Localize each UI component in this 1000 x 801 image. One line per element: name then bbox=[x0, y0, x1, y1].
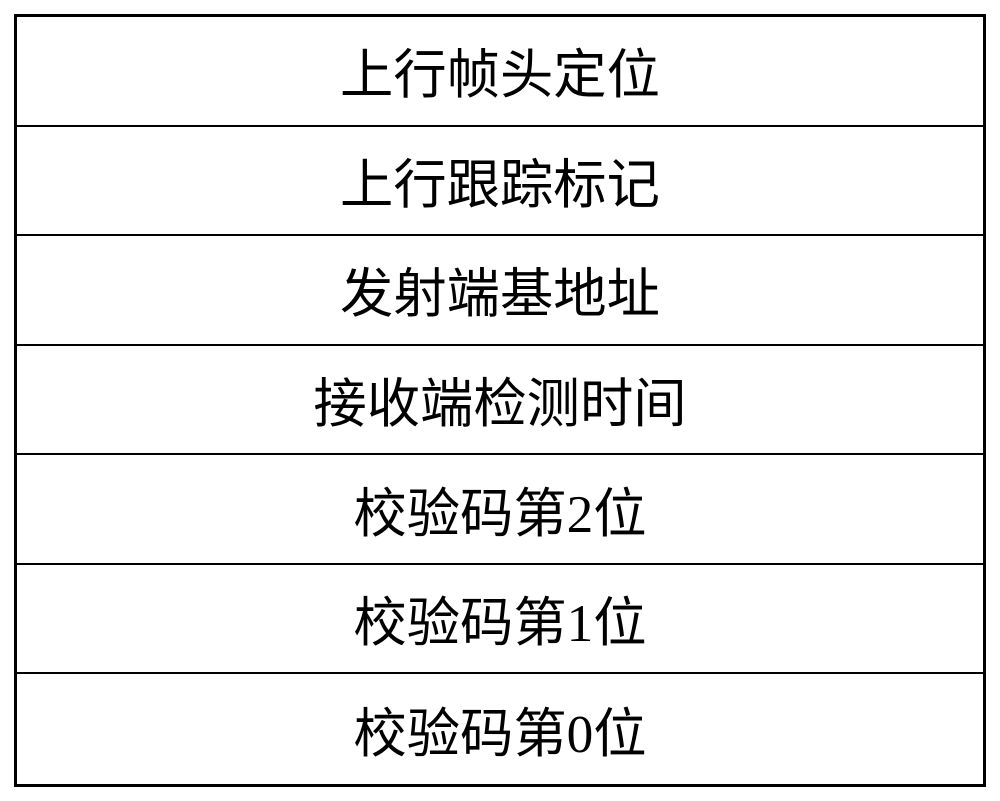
table-row: 校验码第1位 bbox=[17, 565, 983, 675]
table-row: 上行帧头定位 bbox=[17, 17, 983, 127]
table-row: 发射端基地址 bbox=[17, 236, 983, 346]
table-row: 校验码第2位 bbox=[17, 455, 983, 565]
table-row: 接收端检测时间 bbox=[17, 346, 983, 456]
table-row: 校验码第0位 bbox=[17, 674, 983, 784]
frame-structure-table: 上行帧头定位上行跟踪标记发射端基地址接收端检测时间校验码第2位校验码第1位校验码… bbox=[14, 14, 986, 787]
table-row: 上行跟踪标记 bbox=[17, 127, 983, 237]
